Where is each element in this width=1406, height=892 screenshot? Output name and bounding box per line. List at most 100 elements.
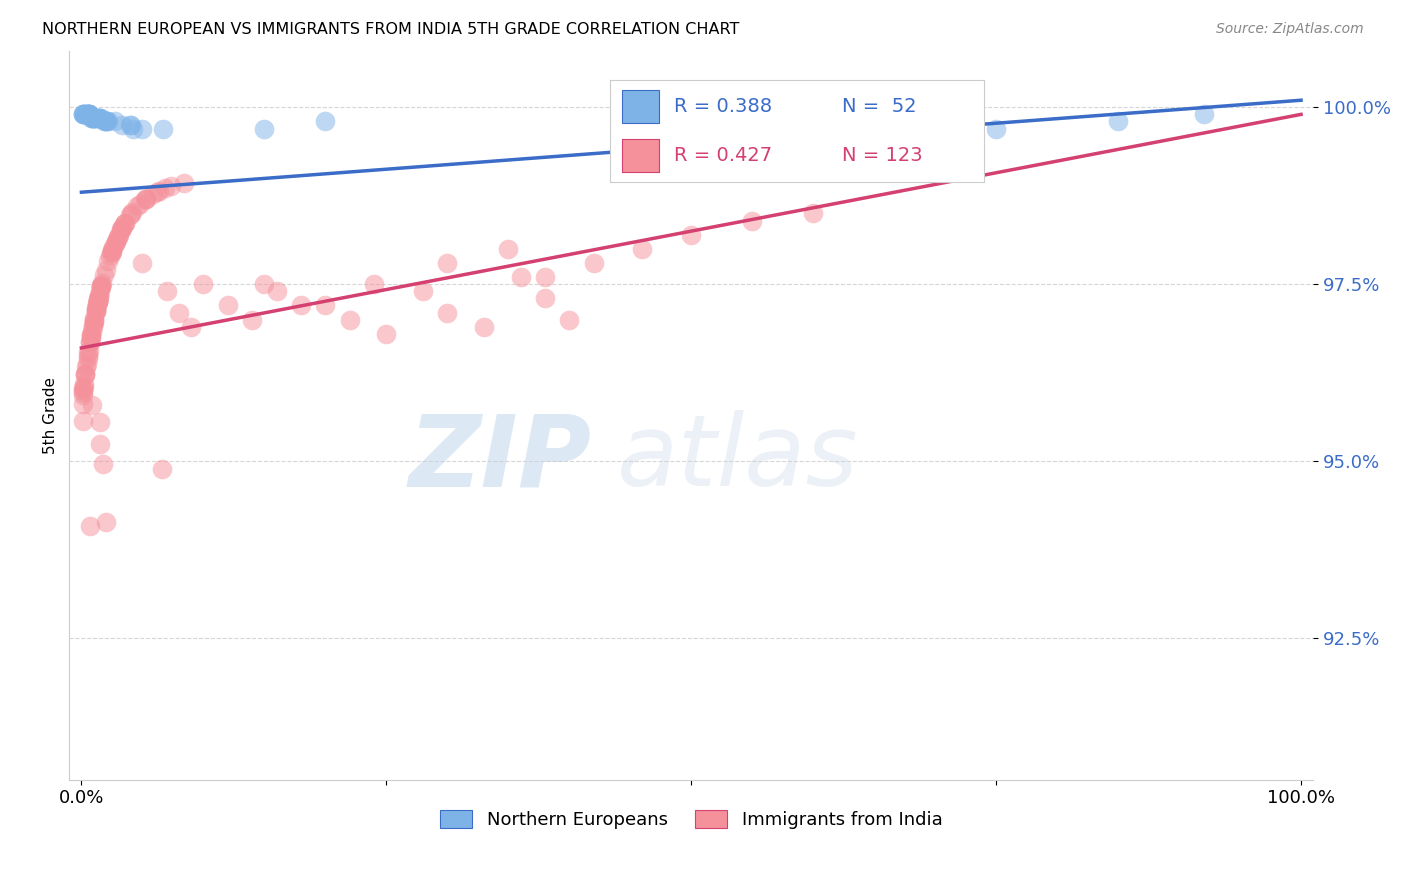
Point	[509, 270, 531, 285]
Point	[87, 293, 110, 307]
Point	[89, 111, 111, 125]
Point	[582, 256, 605, 270]
Point	[339, 312, 361, 326]
Point	[193, 277, 215, 292]
Point	[290, 298, 312, 312]
Point	[77, 107, 100, 121]
Point	[107, 227, 129, 242]
Legend: Northern Europeans, Immigrants from India: Northern Europeans, Immigrants from Indi…	[433, 803, 950, 836]
Point	[101, 243, 124, 257]
Point	[76, 107, 98, 121]
Point	[498, 242, 520, 256]
Point	[253, 277, 276, 292]
Point	[76, 351, 98, 366]
Point	[153, 181, 176, 195]
Point	[1192, 107, 1215, 121]
Point	[77, 107, 100, 121]
Point	[90, 279, 112, 293]
Point	[142, 186, 165, 201]
Point	[534, 292, 557, 306]
Point	[87, 293, 110, 308]
Point	[72, 381, 94, 395]
Point	[82, 111, 104, 125]
Point	[121, 121, 143, 136]
Point	[152, 121, 174, 136]
Point	[107, 229, 129, 244]
Point	[80, 327, 103, 342]
Point	[93, 114, 115, 128]
Point	[76, 107, 98, 121]
Point	[72, 388, 94, 402]
Point	[472, 319, 495, 334]
Point	[681, 227, 703, 242]
Point	[160, 179, 183, 194]
Point	[89, 284, 111, 298]
Point	[77, 107, 100, 121]
Point	[114, 215, 136, 229]
Point	[87, 111, 110, 125]
Point	[266, 285, 288, 299]
Point	[1107, 114, 1129, 128]
Point	[72, 107, 94, 121]
Point	[79, 334, 101, 349]
Point	[104, 114, 127, 128]
Point	[104, 235, 127, 249]
Point	[104, 234, 127, 248]
Point	[84, 304, 107, 318]
Point	[534, 270, 557, 285]
Point	[86, 295, 108, 310]
Point	[97, 253, 120, 268]
Point	[86, 298, 108, 312]
Point	[73, 376, 96, 391]
Point	[314, 298, 336, 312]
Point	[75, 367, 97, 381]
Y-axis label: 5th Grade: 5th Grade	[44, 376, 58, 454]
Point	[77, 344, 100, 359]
Point	[79, 332, 101, 346]
Point	[72, 397, 94, 411]
Point	[412, 285, 434, 299]
Point	[120, 207, 142, 221]
Point	[91, 457, 114, 471]
Point	[167, 305, 190, 319]
Point	[83, 315, 105, 329]
Point	[240, 312, 263, 326]
Point	[89, 437, 111, 451]
Point	[127, 199, 149, 213]
Point	[79, 107, 101, 121]
Point	[375, 326, 398, 341]
Point	[80, 324, 103, 338]
Point	[82, 319, 104, 334]
Point	[82, 111, 104, 125]
Point	[83, 313, 105, 327]
Point	[87, 292, 110, 306]
Point	[91, 276, 114, 290]
Point	[111, 221, 134, 235]
Point	[72, 385, 94, 400]
Point	[120, 118, 142, 132]
Point	[77, 107, 100, 121]
Point	[436, 256, 458, 270]
Point	[80, 398, 103, 412]
Point	[87, 111, 110, 125]
Point	[77, 107, 100, 121]
Point	[134, 192, 156, 206]
Point	[112, 217, 135, 231]
Point	[72, 380, 94, 394]
Point	[120, 118, 142, 132]
Point	[75, 107, 97, 121]
Point	[77, 107, 100, 121]
Point	[94, 114, 117, 128]
Point	[107, 229, 129, 244]
Point	[111, 118, 134, 132]
Point	[103, 240, 125, 254]
Point	[217, 298, 239, 312]
Point	[986, 121, 1008, 136]
Point	[253, 121, 276, 136]
Point	[83, 111, 105, 125]
Point	[89, 111, 111, 125]
Point	[72, 107, 94, 121]
Point	[80, 327, 103, 342]
Point	[72, 107, 94, 121]
Point	[87, 291, 110, 305]
